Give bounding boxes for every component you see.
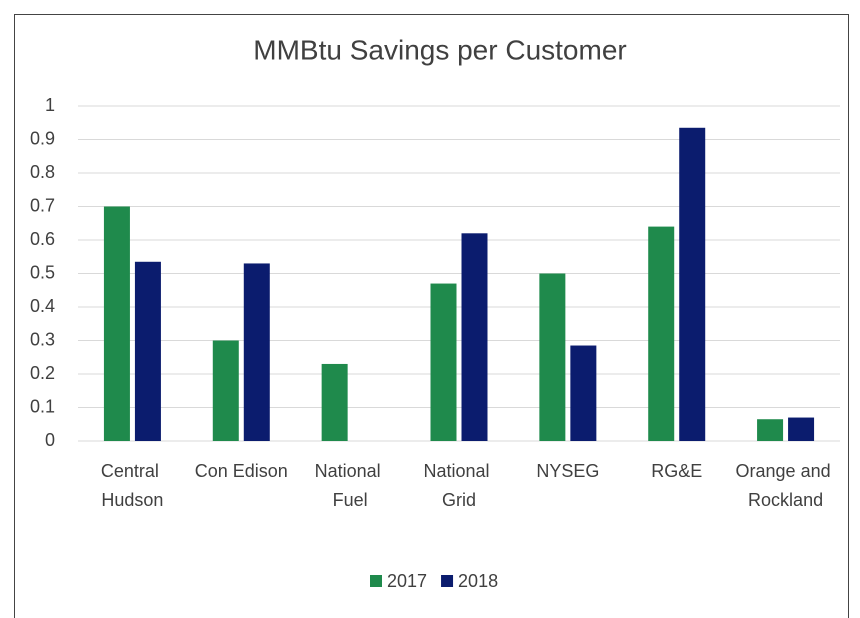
y-tick-label: 0.3 (30, 329, 55, 349)
x-tick-label: National Grid (423, 461, 494, 510)
y-tick-label: 0.7 (30, 195, 55, 215)
y-tick-label: 0.8 (30, 162, 55, 182)
bar (788, 417, 815, 441)
x-tick-label: Central Hudson (101, 461, 164, 510)
y-tick-label: 1 (45, 95, 55, 115)
legend-swatch (441, 575, 454, 587)
bar (757, 419, 784, 441)
bar (648, 226, 675, 441)
bar (679, 127, 706, 442)
x-tick-label: Con Edison (195, 461, 288, 481)
x-tick-label: National Fuel (315, 461, 386, 510)
bar (243, 263, 270, 441)
chart-title: MMBtu Savings per Customer (253, 34, 626, 65)
bar (103, 206, 130, 441)
bar (430, 283, 457, 441)
legend-label: 2017 (387, 571, 427, 591)
y-tick-label: 0.5 (30, 262, 55, 282)
y-tick-label: 0.2 (30, 363, 55, 383)
y-tick-label: 0.9 (30, 128, 55, 148)
bar (321, 363, 348, 441)
y-tick-label: 0.4 (30, 296, 55, 316)
bar (539, 273, 566, 441)
bar (134, 261, 161, 441)
legend-swatch (370, 575, 382, 587)
bar (212, 340, 239, 441)
legend-label: 2018 (458, 571, 498, 591)
x-tick-label: Orange and Rockland (736, 461, 836, 510)
y-tick-label: 0 (45, 430, 55, 450)
y-tick-label: 0.6 (30, 229, 55, 249)
bar (461, 233, 488, 441)
bar (570, 345, 597, 441)
x-tick-label: RG&E (651, 461, 702, 481)
y-tick-label: 0.1 (30, 396, 55, 416)
x-tick-label: NYSEG (536, 461, 599, 481)
